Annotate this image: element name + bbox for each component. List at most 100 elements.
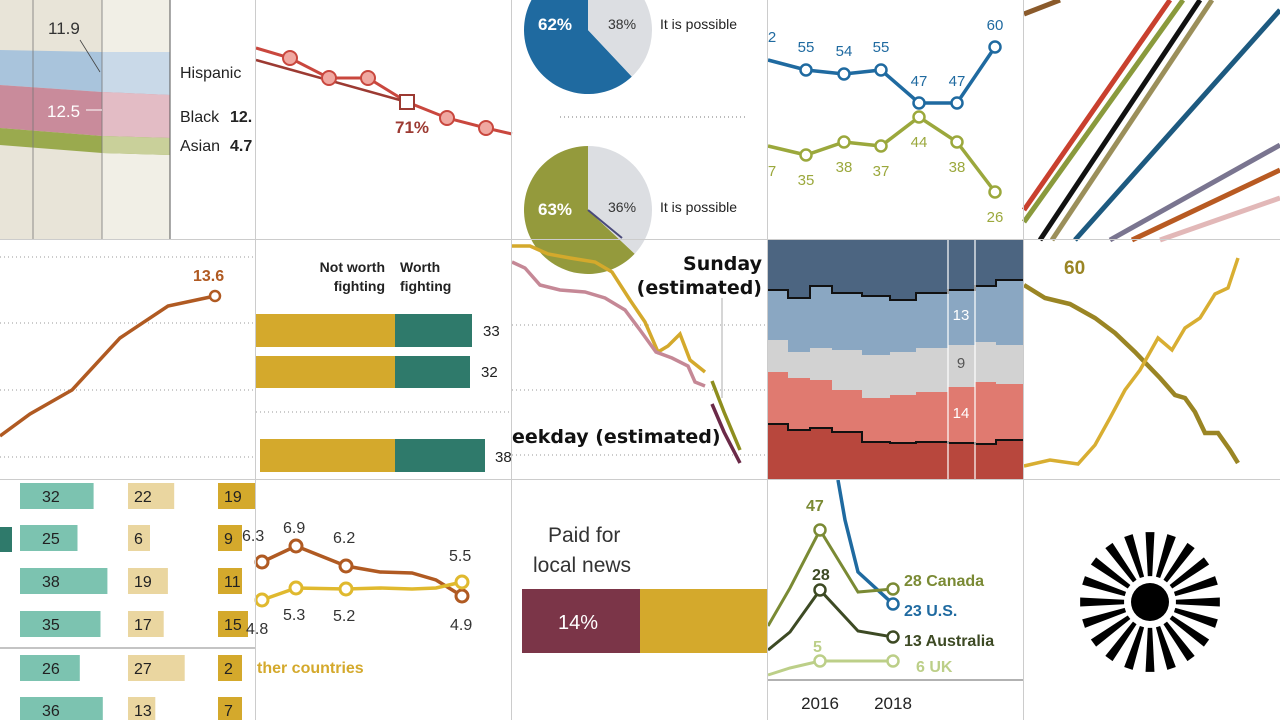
point-canada (886, 582, 900, 596)
logo-ray (1175, 597, 1220, 607)
line-weekday (511, 260, 706, 388)
point-last (208, 289, 222, 303)
column-3-value: 11 (224, 574, 241, 591)
point-australia (813, 583, 827, 597)
header-worth-line2: fighting (400, 278, 451, 294)
label-australia: 13 Australia (904, 633, 994, 650)
line-s3 (1021, 0, 1186, 224)
bar-worth (395, 314, 472, 347)
title-line-1: Paid for (548, 524, 620, 547)
label-blue: 2 (768, 29, 776, 46)
logo-ray (1145, 532, 1155, 577)
bar-not-worth (256, 356, 395, 388)
paid-bar (522, 589, 768, 653)
point-brown (454, 588, 470, 604)
column-3-value: 7 (224, 703, 233, 720)
label-blue: 60 (987, 17, 1004, 34)
column-3-value: 9 (224, 531, 233, 548)
annotation-71-percent: 71% (395, 118, 429, 137)
logo-ray (1145, 627, 1155, 672)
pie-2-value: 63% (538, 200, 572, 219)
line-falling (1022, 283, 1240, 465)
line-s5 (1049, 0, 1215, 242)
column-2-value: 27 (134, 661, 152, 678)
label-australia-peak: 28 (812, 567, 830, 584)
pie-slice-main (524, 146, 635, 274)
header-not-worth-line1: Not worth (320, 259, 385, 275)
label-uk: 6 UK (916, 659, 953, 676)
annotation-12-5: 12.5 (47, 102, 80, 121)
label-middle: 9 (957, 355, 965, 372)
panel-logo (1080, 532, 1220, 672)
line-sunday-estimated (710, 380, 742, 451)
label-green: 38 (836, 159, 853, 176)
logo-ray (1155, 625, 1176, 670)
orange-last-label: 13.6 (193, 268, 224, 285)
point-brown (288, 538, 304, 554)
bar-not-worth (256, 314, 395, 347)
column-1-value: 26 (42, 661, 60, 678)
paid-bar-segment-rest (640, 589, 768, 653)
column-1-bar (20, 568, 108, 594)
line-uk (767, 659, 893, 677)
label-yellow: 4.8 (246, 621, 268, 638)
column-3-bar (218, 697, 242, 720)
logo-ray (1082, 607, 1127, 628)
label-brown: 4.9 (450, 617, 472, 634)
area-black-light (102, 92, 170, 138)
column-3-bar (218, 483, 256, 509)
pie-slice-rest (588, 0, 652, 77)
panel-pies: 62% 38% It is possible 63% 36% It is pos… (524, 0, 745, 274)
logo-ray (1090, 615, 1131, 647)
logo-ray (1080, 597, 1125, 607)
label-60: 60 (1064, 258, 1085, 279)
pie-2 (524, 146, 653, 274)
area-lean (768, 280, 1024, 355)
point-blue (799, 63, 813, 77)
logo-ray (1169, 557, 1210, 589)
legend-asian-value: 4.7 (230, 138, 252, 155)
pie-1-label: It is possible (660, 16, 737, 32)
point-green (799, 148, 813, 162)
area-asian-light (102, 136, 170, 155)
column-2-bar (128, 611, 164, 637)
label-blue: 55 (798, 39, 815, 56)
label-lean: 13 (953, 307, 970, 324)
label-green: 7 (768, 163, 776, 180)
point-yellow (254, 592, 270, 608)
panel-paid-local-news: Paid for local news 14% (522, 524, 768, 653)
orange-line (0, 289, 222, 438)
area-hispanic-light (102, 52, 170, 95)
label-blue: 47 (949, 73, 966, 90)
column-1-bar (20, 525, 78, 551)
line-s2 (1021, 0, 1173, 212)
point-green (988, 185, 1002, 199)
point-uk (813, 654, 827, 668)
pie-1 (524, 0, 652, 94)
column-3-value: 19 (224, 489, 242, 506)
label-blue: 54 (836, 43, 853, 60)
logo-ray (1173, 576, 1218, 597)
column-2-value: 6 (134, 531, 143, 548)
column-2-value: 19 (134, 574, 152, 591)
line-sunday (512, 244, 707, 374)
line-weekday-estimated (710, 403, 742, 464)
column-2-bar (128, 697, 156, 720)
point-canada (813, 523, 827, 537)
label-yellow: 5.2 (333, 608, 355, 625)
pie-slice-rest (588, 146, 653, 254)
point-blue (874, 63, 888, 77)
point-yellow (454, 574, 470, 590)
legend-black: Black (180, 109, 220, 126)
area-lean-other (768, 372, 1024, 444)
pie-separator (587, 209, 623, 239)
column-3-value: 15 (224, 617, 242, 634)
header-worth-line1: Worth (400, 259, 440, 275)
line-point (360, 70, 376, 86)
logo-center (1131, 583, 1169, 621)
legend-asian: Asian (180, 138, 220, 155)
